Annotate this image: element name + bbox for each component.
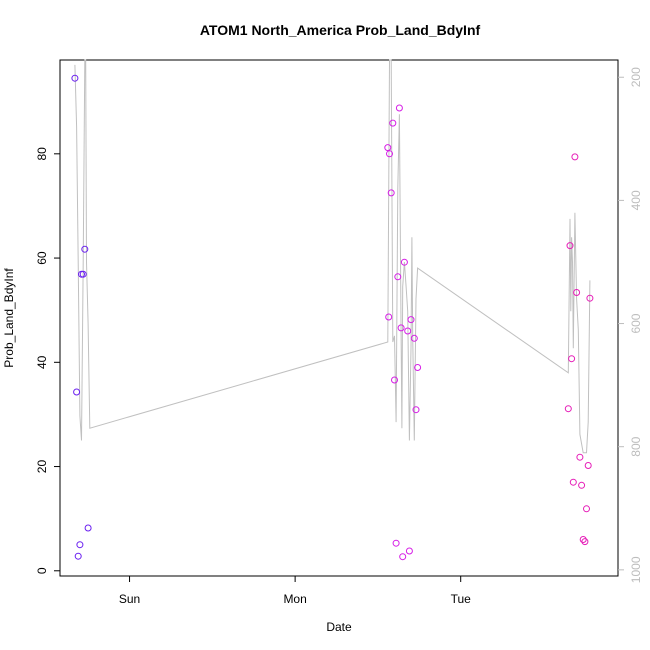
data-point [73,388,81,396]
y2-tick-label: 600 [629,313,643,333]
data-point [579,536,587,543]
data-point [384,144,392,152]
y2-tick-label: 400 [629,190,643,210]
data-point [392,539,400,547]
chart-title: ATOM1 North_America Prob_Land_BdyInf [200,22,481,38]
data-point [386,150,393,158]
data-point [568,355,576,363]
data-point [399,553,407,561]
data-point [569,478,577,486]
y2-tick-label: 1000 [629,556,643,583]
x-tick-label: Mon [283,592,306,606]
data-point [404,327,412,335]
y-tick-label: 40 [35,355,49,369]
data-point [389,119,397,127]
data-point [405,547,413,555]
data-point [84,524,92,532]
data-point [583,505,590,513]
data-point [581,538,589,546]
data-point [571,153,579,161]
data-points-layer [71,74,594,561]
data-point [74,552,82,560]
data-point [573,289,581,296]
data-point [81,245,89,253]
plot-frame [59,59,619,577]
x-tick-label: Sun [119,592,140,606]
data-point [79,270,87,278]
data-point [584,462,592,469]
data-point [576,453,584,461]
y-tick-label: 20 [35,460,49,474]
data-point [410,334,418,342]
x-axis: Sun Mon Tue [119,576,471,606]
data-point [578,481,586,489]
y-axis-label: Prob_Land_BdyInf [2,268,16,368]
data-point [407,316,415,324]
data-point [71,74,79,82]
data-point [397,324,405,332]
data-point [566,242,574,250]
data-point [400,258,408,266]
data-point [391,376,398,384]
data-point [76,541,84,549]
data-point [414,364,422,371]
y2-tick-label: 800 [629,436,643,456]
data-point [586,294,594,302]
data-point [564,405,572,413]
x-axis-label: Date [326,620,352,634]
data-point [385,313,393,321]
y-tick-label: 60 [35,251,49,265]
x-tick-label: Tue [451,592,472,606]
data-point [387,189,395,197]
data-point [412,406,420,414]
series-line-layer [74,59,591,454]
data-point [394,273,402,281]
data-point [395,104,403,112]
y2-axis: 200 400 600 800 1000 [618,67,643,583]
y-tick-label: 0 [35,567,49,574]
series-line [74,59,591,454]
y-axis: 0 20 40 60 80 [35,147,60,574]
y-tick-label: 80 [35,147,49,161]
y2-tick-label: 200 [629,67,643,87]
